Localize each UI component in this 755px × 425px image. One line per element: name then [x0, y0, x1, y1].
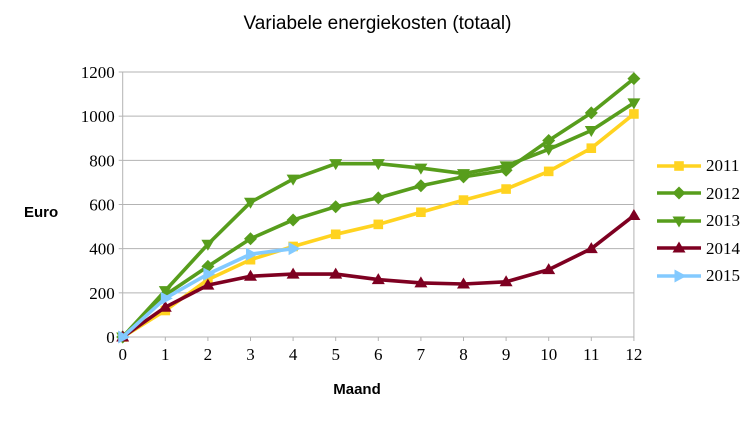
series-marker-2013 — [542, 144, 556, 156]
series-marker-2013 — [371, 159, 385, 171]
legend: 2011 2012 2013 2014 2015 — [656, 152, 740, 290]
y-axis-title: Euro — [24, 204, 59, 221]
x-tick-label: 6 — [374, 345, 383, 364]
series-marker-2013 — [244, 197, 257, 209]
x-tick-label: 3 — [246, 345, 255, 364]
series-marker-2014 — [158, 300, 172, 312]
series-marker-2015 — [246, 247, 258, 261]
series-marker-2015 — [288, 242, 301, 256]
series-marker-2015 — [160, 291, 173, 305]
series-marker-2014 — [244, 269, 257, 281]
series-marker-2011 — [586, 143, 597, 153]
x-tick-label: 1 — [161, 345, 170, 364]
chart-title: Variabele energiekosten (totaal) — [243, 13, 512, 34]
series-marker-2011 — [458, 195, 469, 205]
series-marker-2013 — [158, 286, 172, 298]
y-tick-label: 200 — [89, 284, 115, 303]
x-axis-title: Maand — [333, 381, 381, 398]
series-marker-2013 — [457, 169, 470, 181]
x-tick-label: 7 — [417, 345, 426, 364]
series-marker-2012 — [584, 106, 598, 120]
y-tick-label: 600 — [89, 196, 115, 215]
series-marker-2014 — [584, 242, 598, 254]
series-marker-2011 — [416, 207, 426, 218]
series-marker-2013 — [286, 174, 300, 186]
series-marker-2012 — [244, 232, 257, 246]
legend-key-square-icon — [657, 160, 701, 171]
series-marker-2013 — [201, 239, 215, 251]
series-marker-2014 — [457, 277, 470, 289]
series-marker-2014 — [201, 278, 215, 290]
legend-label: 2012 — [706, 183, 740, 203]
y-tick-label: 400 — [89, 240, 115, 259]
series-marker-2013 — [584, 126, 598, 138]
series-marker-2012 — [542, 133, 556, 147]
legend-key-triangle-down-icon — [657, 216, 701, 228]
series-marker-2014 — [499, 275, 513, 287]
x-tick-label: 2 — [204, 345, 213, 364]
series-marker-2011 — [501, 184, 511, 194]
series-marker-2014 — [414, 276, 428, 288]
series-marker-2011 — [373, 219, 384, 230]
series-marker-2012 — [627, 72, 641, 86]
series-marker-2012 — [414, 179, 428, 193]
series-marker-2014 — [542, 263, 556, 275]
series-marker-2011 — [330, 229, 341, 240]
y-tick-label: 1200 — [81, 63, 115, 82]
x-tick-label: 10 — [540, 345, 557, 364]
legend-label: 2014 — [706, 238, 740, 258]
series-marker-2013 — [329, 159, 343, 171]
legend-item-2014: 2014 — [656, 235, 740, 263]
y-tick-label: 0 — [106, 328, 115, 347]
series-marker-2011 — [543, 166, 554, 177]
legend-item-2012: 2012 — [656, 180, 740, 208]
series-marker-2014 — [371, 273, 385, 285]
y-tick-label: 1000 — [81, 107, 115, 126]
y-tick-label: 800 — [89, 151, 115, 170]
x-tick-label: 8 — [459, 345, 468, 364]
legend-item-2011: 2011 — [656, 152, 740, 180]
legend-key-arrow-right-icon — [657, 269, 701, 283]
series-marker-2015 — [203, 267, 216, 281]
legend-label: 2011 — [706, 156, 740, 176]
series-marker-2013 — [414, 163, 428, 175]
x-tick-label: 4 — [289, 345, 298, 364]
series-marker-2012 — [286, 213, 300, 227]
x-tick-label: 9 — [502, 345, 511, 364]
series-marker-2011 — [629, 109, 639, 119]
legend-item-2015: 2015 — [656, 262, 740, 290]
series-line-2012 — [120, 76, 636, 339]
legend-label: 2015 — [706, 266, 740, 286]
series-marker-2014 — [627, 209, 641, 221]
series-marker-2014 — [329, 267, 343, 279]
legend-key-triangle-up-icon — [657, 241, 701, 253]
x-tick-label: 11 — [583, 345, 599, 364]
legend-label: 2013 — [706, 211, 740, 231]
series-marker-2013 — [499, 161, 513, 173]
series-marker-2012 — [371, 191, 385, 205]
series-marker-2013 — [627, 98, 641, 110]
series-marker-2014 — [286, 267, 300, 279]
series-marker-2015 — [118, 330, 131, 344]
x-tick-label: 12 — [625, 345, 642, 364]
x-tick-label: 0 — [118, 345, 127, 364]
series-marker-2012 — [329, 200, 343, 214]
legend-item-2013: 2013 — [656, 207, 740, 235]
x-tick-label: 5 — [331, 345, 340, 364]
legend-key-diamond-icon — [657, 186, 701, 200]
